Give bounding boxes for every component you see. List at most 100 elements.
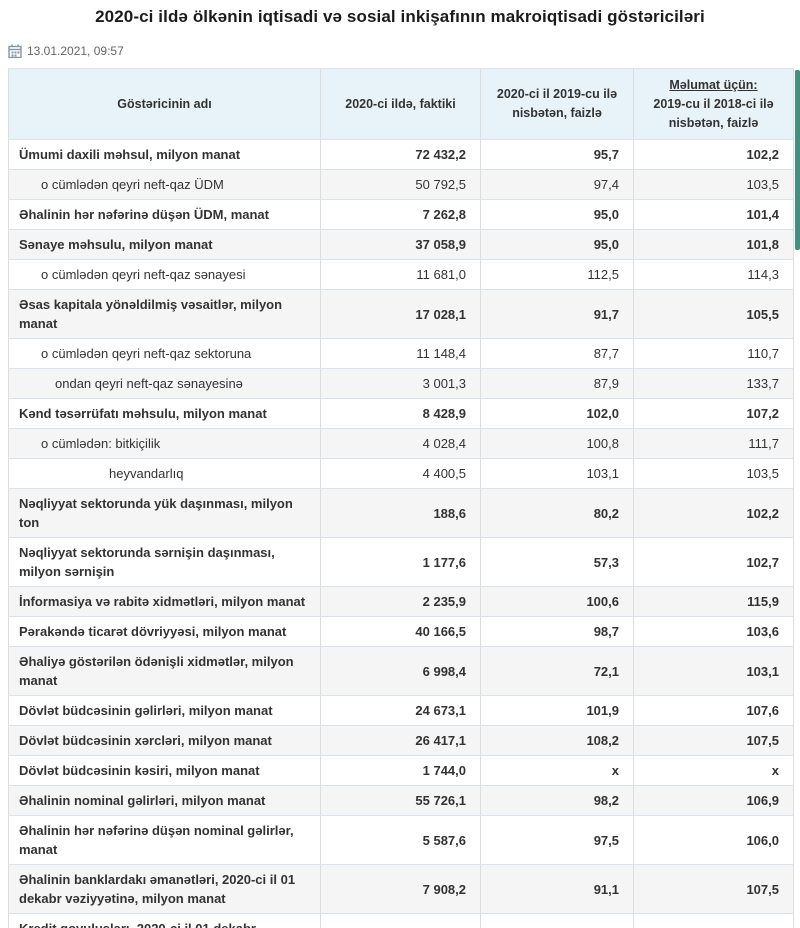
table-row: Dövlət büdcəsinin kəsiri, milyon manat 1… [8,755,794,786]
indicator-actual-value: 1 744,0 [422,763,466,778]
indicator-vs2019-value: 98,2 [593,793,619,808]
publish-date-line: 13.01.2021, 09:57 [8,44,800,59]
indicator-name: Əhalinin nominal gəlirləri, milyon manat [19,793,266,808]
indicator-vs2018-value: 106,0 [746,832,779,848]
indicator-name: Nəqliyyat sektorunda yük daşınması, mily… [19,496,293,530]
indicator-name: İnformasiya və rabitə xidmətləri, milyon… [19,594,306,609]
indicator-actual-value: 6 998,4 [422,663,466,679]
indicator-vs2019-value: 97,5 [593,832,619,848]
table-row: o cümlədən qeyri neft-qaz sənayesi 11 68… [8,259,794,290]
table-row: o cümlədən: bitkiçilik 4 028,4 100,8 111… [8,428,794,459]
col-header-for-information-label: Məlumat üçün: [669,77,758,92]
indicator-actual-value: 1 177,6 [422,554,466,570]
indicator-vs2018-value: 107,2 [746,406,779,421]
indicator-actual-value: 5 587,6 [422,832,466,848]
indicator-vs2019-value: 100,8 [586,436,619,451]
indicator-actual-value: 11 681,0 [416,267,466,282]
indicator-name: ondan qeyri neft-qaz sənayesinə [55,376,243,391]
table-row: o cümlədən qeyri neft-qaz sektoruna 11 1… [8,338,794,369]
col-header-vs-2019: 2020-ci il 2019-cu ilə nisbətən, faizlə [480,68,634,140]
indicator-vs2018-value: 103,5 [746,466,779,481]
table-row: Əhalinin banklardakı əmanətləri, 2020-ci… [8,864,794,914]
indicator-vs2019-value: 108,2 [586,733,619,748]
indicator-vs2018-value: 133,7 [746,376,779,391]
table-row: Kənd təsərrüfatı məhsulu, milyon manat 8… [8,398,794,429]
col-header-actual-2020: 2020-ci ildə, faktiki [320,68,481,140]
indicator-name: Əhalinin hər nəfərinə düşən nominal gəli… [19,823,294,857]
indicator-vs2018-value: 103,6 [746,624,779,639]
indicator-vs2018-value: 111,7 [748,436,779,451]
indicator-vs2019-value: 72,1 [593,663,619,679]
vertical-scrollbar-thumb[interactable] [795,70,800,250]
indicator-vs2019-value: 103,1 [586,466,619,481]
indicator-vs2018-value: 102,2 [746,505,779,521]
indicator-name: o cümlədən qeyri neft-qaz sektoruna [41,346,252,361]
indicator-vs2019-value: x [611,763,619,778]
indicator-vs2018-value: 102,7 [746,554,779,570]
table-row: Əhaliyə göstərilən ödənişli xidmətlər, m… [8,646,794,696]
table-row: Əsas kapitala yönəldilmiş vəsaitlər, mil… [8,289,794,339]
indicator-vs2019-value: 80,2 [593,505,619,521]
indicator-vs2018-value: 114,3 [747,267,779,282]
indicator-name: Əsas kapitala yönəldilmiş vəsaitlər, mil… [19,297,283,331]
indicator-name: Dövlət büdcəsinin xərcləri, milyon manat [19,733,272,748]
indicator-name: Əhalinin banklardakı əmanətləri, 2020-ci… [19,872,296,906]
indicator-actual-value: 17 028,1 [415,306,466,322]
indicator-vs2019-value: 95,0 [593,207,619,222]
table-row: Sənaye məhsulu, milyon manat 37 058,9 95… [8,229,794,260]
indicator-name: Sənaye məhsulu, milyon manat [19,237,213,252]
indicator-vs2019-value: 95,7 [593,147,619,162]
table-row: Ümumi daxili məhsul, milyon manat 72 432… [8,139,794,170]
indicator-vs2018-value: 110,7 [747,346,779,361]
indicator-vs2018-value: 115,9 [747,594,779,609]
indicator-name: Əhaliyə göstərilən ödənişli xidmətlər, m… [19,654,294,688]
indicator-actual-value: 7 262,8 [422,207,466,222]
page-title: 2020-ci ildə ölkənin iqtisadi və sosial … [95,7,705,26]
indicator-actual-value: 50 792,5 [415,177,466,192]
indicator-name: Pərakəndə ticarət dövriyyəsi, milyon man… [19,624,287,639]
table-row: İnformasiya və rabitə xidmətləri, milyon… [8,586,794,617]
indicator-actual-value: 3 001,3 [422,376,466,391]
indicator-vs2018-value: 106,9 [746,793,779,808]
col-header-vs-2018: Məlumat üçün: 2019-cu il 2018-ci ilə nis… [633,68,794,140]
indicator-actual-value: 2 235,9 [422,594,466,609]
table-row: Pərakəndə ticarət dövriyyəsi, milyon man… [8,616,794,647]
indicators-table: Göstəricinin adı 2020-ci ildə, faktiki 2… [8,68,794,928]
indicator-actual-value: 188,6 [433,505,466,521]
table-row: heyvandarlıq 4 400,5 103,1 103,5 [8,458,794,489]
table-row: Kredit qoyuluşları, 2020-ci il 01 dekabr… [8,913,794,928]
calendar-icon [8,44,22,59]
indicator-vs2018-value: 101,8 [746,237,779,252]
indicator-vs2019-value: 112,5 [587,267,619,282]
indicator-actual-value: 8 428,9 [422,406,466,421]
indicator-name: o cümlədən qeyri neft-qaz ÜDM [41,177,224,192]
indicator-actual-value: 26 417,1 [415,733,466,748]
indicator-vs2018-value: 107,5 [746,881,779,897]
indicator-name: Dövlət büdcəsinin gəlirləri, milyon mana… [19,703,273,718]
indicator-vs2018-value: 105,5 [746,306,779,322]
table-row: Əhalinin hər nəfərinə düşən nominal gəli… [8,815,794,865]
indicator-vs2019-value: 97,4 [593,177,619,192]
indicator-actual-value: 55 726,1 [415,793,466,808]
indicator-vs2019-value: 87,9 [593,376,619,391]
indicator-name: o cümlədən: bitkiçilik [41,436,161,451]
table-row: Əhalinin nominal gəlirləri, milyon manat… [8,785,794,816]
indicator-actual-value: 7 908,2 [422,881,466,897]
indicator-vs2018-value: 101,4 [746,207,779,222]
indicator-vs2018-value: 107,6 [746,703,779,718]
col-header-indicator-name: Göstəricinin adı [8,68,321,140]
indicator-vs2019-value: 98,7 [593,624,619,639]
publish-date: 13.01.2021, 09:57 [27,44,124,58]
indicator-vs2019-value: 100,6 [586,594,619,609]
indicator-vs2018-value: 103,1 [746,663,779,679]
table-row: Əhalinin hər nəfərinə düşən ÜDM, manat 7… [8,199,794,230]
indicator-actual-value: 24 673,1 [415,703,466,718]
table-row: o cümlədən qeyri neft-qaz ÜDM 50 792,5 9… [8,169,794,200]
col-header-vs-2018-text: 2019-cu il 2018-ci ilə nisbətən, faizlə [653,96,774,130]
indicator-vs2019-value: 57,3 [593,554,619,570]
indicator-name: Kredit qoyuluşları, 2020-ci il 01 dekabr… [19,921,256,928]
table-row: Nəqliyyat sektorunda yük daşınması, mily… [8,488,794,538]
table-row: Nəqliyyat sektorunda sərnişin daşınması,… [8,537,794,587]
indicator-vs2019-value: 91,1 [593,881,619,897]
